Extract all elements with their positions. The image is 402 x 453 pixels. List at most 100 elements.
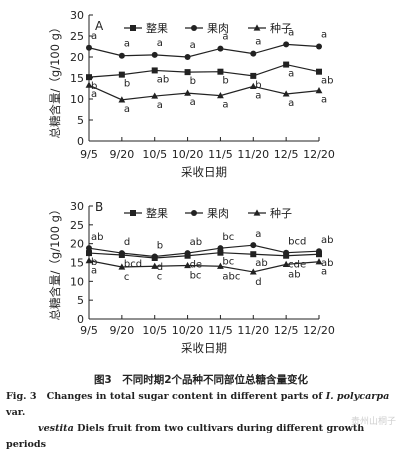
data-point	[316, 251, 322, 258]
data-point	[283, 249, 290, 256]
x-axis-label: 采收日期	[181, 341, 227, 355]
data-point	[118, 71, 125, 78]
data-label: a	[157, 38, 163, 49]
data-point	[151, 253, 158, 260]
data-point	[217, 262, 224, 269]
data-point	[217, 249, 224, 256]
y-tick-label: 5	[77, 294, 84, 307]
y-tick-label: 0	[77, 135, 84, 148]
data-point	[85, 257, 93, 264]
data-label: d	[157, 262, 163, 273]
figure-caption: 图3 不同时期2个品种不同部位总糖含量变化 Fig. 3 Changes in …	[0, 372, 402, 450]
data-label: bc	[222, 257, 234, 268]
data-point	[217, 245, 224, 252]
series: a a a a a a a a	[86, 27, 327, 60]
data-label: a	[288, 27, 294, 38]
data-point	[86, 245, 92, 252]
y-tick-label: 30	[70, 200, 84, 213]
caption-english: Fig. 3 Changes in total sugar content in…	[6, 389, 398, 453]
data-point	[151, 262, 159, 269]
data-label: ab	[321, 76, 333, 87]
legend-marker	[253, 24, 261, 31]
data-point	[283, 61, 290, 68]
data-point	[184, 54, 191, 60]
data-point	[217, 92, 224, 99]
data-label: a	[157, 100, 163, 111]
panel-label: B	[95, 200, 103, 214]
data-point	[86, 74, 92, 81]
x-tick-label: 11/5	[208, 148, 233, 161]
caption-english-after: var.	[6, 407, 26, 418]
x-tick-label: 12/20	[303, 324, 335, 337]
data-label: ab	[190, 237, 202, 248]
data-point	[250, 50, 257, 57]
x-tick-label: 12/5	[274, 324, 299, 337]
data-label: bc	[190, 271, 202, 282]
data-point	[315, 258, 323, 265]
legend-marker	[191, 25, 197, 31]
x-tick-label: 10/5	[142, 148, 167, 161]
data-label: a	[190, 40, 196, 51]
caption-variety: vestita	[38, 423, 74, 434]
data-label: a	[222, 100, 228, 111]
data-point	[315, 87, 323, 94]
data-point	[283, 41, 290, 48]
data-label: ab	[321, 235, 333, 246]
legend-marker	[191, 210, 197, 216]
x-tick-label: 9/20	[110, 324, 135, 337]
series: a c c bc abc d ab a	[85, 257, 327, 288]
data-point	[250, 72, 257, 79]
data-label: b	[157, 240, 163, 251]
x-tick-label: 11/5	[208, 324, 233, 337]
caption-species: I. polycarpa	[325, 391, 390, 402]
data-label: a	[124, 104, 130, 115]
panel-label: A	[95, 19, 104, 33]
series-line	[88, 43, 320, 58]
data-point	[184, 261, 191, 269]
data-label: abc	[222, 271, 240, 282]
data-point	[151, 67, 158, 74]
data-point	[184, 89, 191, 96]
watermark: 贵州山桐子	[351, 414, 396, 427]
legend-label: 果肉	[207, 22, 229, 35]
data-label: bcd	[124, 259, 142, 270]
data-label: c	[157, 271, 163, 282]
y-tick-label: 25	[70, 219, 84, 232]
data-label: cde	[288, 260, 306, 271]
data-label: b	[91, 257, 97, 268]
x-tick-label: 11/20	[237, 324, 269, 337]
x-tick-label: 12/20	[303, 148, 335, 161]
data-label: a	[255, 229, 261, 240]
data-point	[118, 263, 126, 270]
data-point	[151, 51, 158, 58]
data-point	[316, 43, 322, 50]
legend-label: 整果	[146, 206, 168, 220]
data-point	[249, 268, 257, 275]
series-line	[88, 244, 320, 258]
caption-figure-number: Fig. 3	[6, 391, 37, 402]
y-tick-label: 10	[70, 275, 84, 288]
caption-chinese: 图3 不同时期2个品种不同部位总糖含量变化	[93, 374, 309, 386]
watermark-text: 贵州山桐子	[350, 417, 396, 427]
data-label: a	[255, 37, 261, 48]
data-label: bcd	[288, 237, 306, 248]
data-label: b	[255, 80, 261, 91]
data-point	[217, 45, 224, 52]
data-label: ab	[288, 269, 300, 280]
data-label: a	[91, 89, 97, 100]
data-point	[217, 68, 224, 75]
data-label: b	[124, 79, 130, 90]
data-point	[86, 44, 92, 51]
x-tick-label: 9/5	[80, 148, 98, 161]
data-label: a	[222, 32, 228, 43]
y-tick-label: 0	[77, 313, 84, 326]
y-tick-label: 15	[70, 257, 84, 270]
x-tick-label: 12/5	[274, 148, 299, 161]
data-label: a	[91, 31, 97, 42]
data-label: a	[91, 266, 97, 277]
data-point	[86, 250, 92, 257]
data-point	[250, 251, 257, 258]
legend-marker	[253, 209, 261, 216]
data-label: b	[222, 76, 228, 87]
data-label: c	[124, 272, 130, 283]
